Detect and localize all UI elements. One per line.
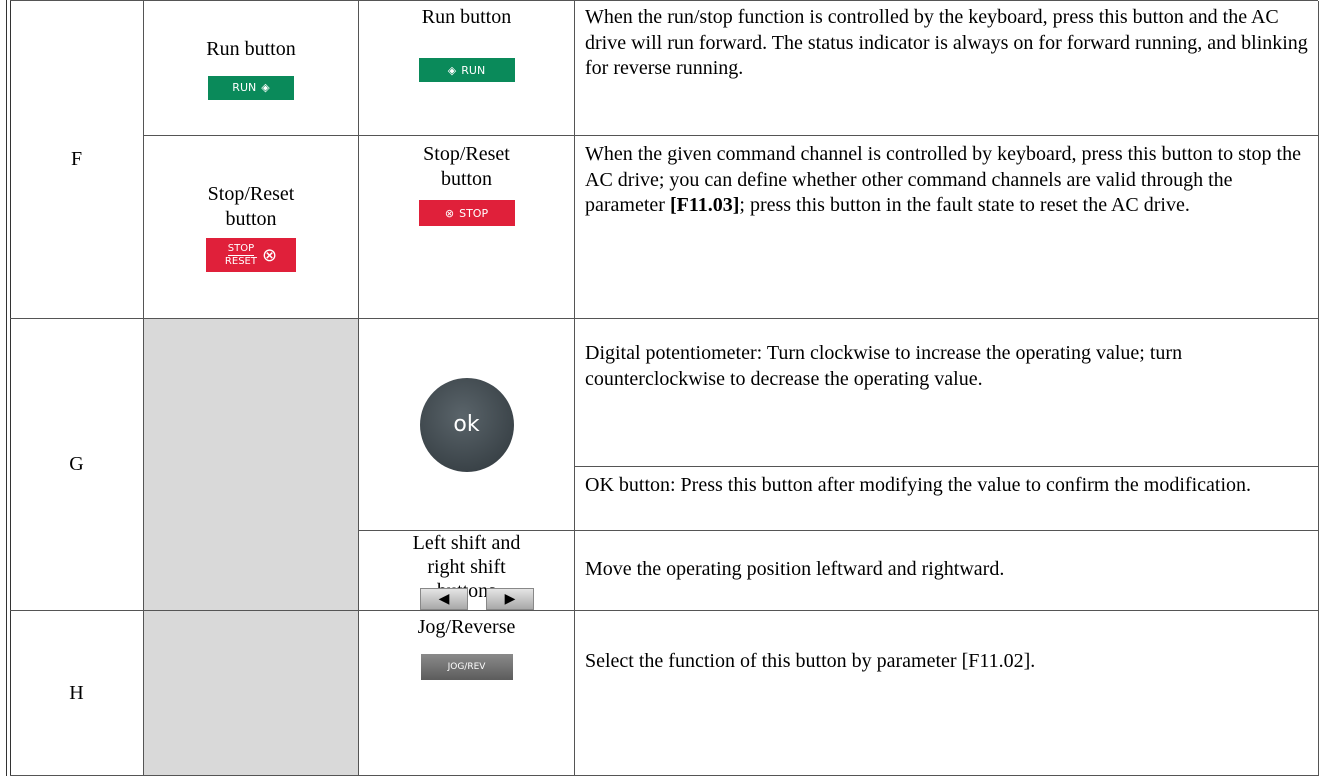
label: Stop/Reset button [423,143,510,190]
text: When the run/stop function is controlled… [585,6,1308,79]
text: Select the function of this button by pa… [585,650,1036,672]
text: Digital potentiometer: Turn clockwise to… [585,342,1183,390]
key-cell: H [10,611,144,776]
empty-cell [144,319,359,611]
cell: Run button RUN ◈ [144,1,359,136]
text: ; press this button in the fault state t… [739,194,1190,216]
key: F [70,148,83,170]
cell: ok [359,319,575,531]
arrow-icons: ◀ ▶ [420,588,534,610]
cell: Jog/Reverse JOG/REV [359,611,575,776]
knob-icon: ok [419,377,514,472]
label: Run button [206,37,296,60]
label: Stop/Reset button [207,183,295,230]
icon-text: RESET [224,255,257,267]
cell: Run button ◈ RUN [359,1,575,136]
icon-text: JOG/REV [447,661,486,672]
key: G [69,453,84,475]
icon-text: RUN [461,63,486,77]
icon-text: STOP [227,242,255,256]
description: When the run/stop function is controlled… [575,1,1319,136]
description: Digital potentiometer: Turn clockwise to… [575,319,1319,467]
parameter: [F11.03] [669,194,740,216]
text: OK button: Press this button after modif… [585,474,1251,496]
stop-icon: STOP RESET ⊗ [206,238,296,272]
stop-icon: ⊗ STOP [418,200,515,226]
key-cell: F [10,1,144,319]
top-border [10,0,1318,1]
icon-text: STOP [459,206,489,220]
icon-text: ok [453,412,480,437]
run-icon: RUN ◈ [208,75,294,100]
run-icon: ◈ RUN [418,58,515,82]
key: H [69,681,84,704]
jog-icon: JOG/REV [420,654,513,680]
text: Move the operating position leftward and… [585,558,1005,580]
label: Jog/Reverse [417,616,516,638]
cell: Stop/Reset button ⊗ STOP [359,136,575,319]
icon-text: RUN [232,81,257,94]
cell: Stop/Reset button STOP RESET ⊗ [144,136,359,319]
description: When the given command channel is contro… [575,136,1319,319]
label: Run button [421,6,512,28]
text: When the given command channel is contro… [585,143,1301,216]
key-cell: G [10,319,144,611]
description: Select the function of this button by pa… [575,611,1319,776]
double-border [6,0,11,776]
empty-cell [144,611,359,776]
description: Move the operating position leftward and… [575,531,1319,611]
description: OK button: Press this button after modif… [575,467,1319,531]
